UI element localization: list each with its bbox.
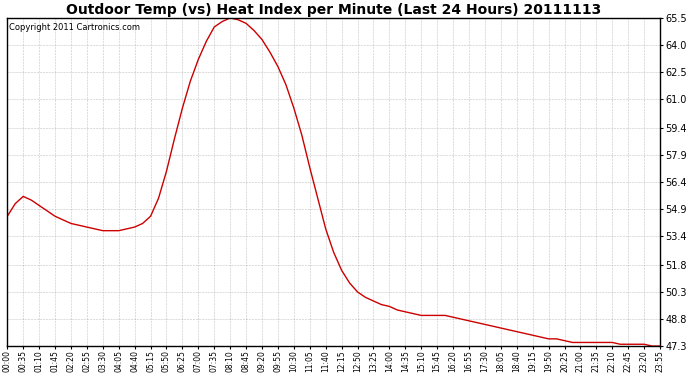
Title: Outdoor Temp (vs) Heat Index per Minute (Last 24 Hours) 20111113: Outdoor Temp (vs) Heat Index per Minute … [66, 3, 601, 17]
Text: Copyright 2011 Cartronics.com: Copyright 2011 Cartronics.com [8, 23, 139, 32]
